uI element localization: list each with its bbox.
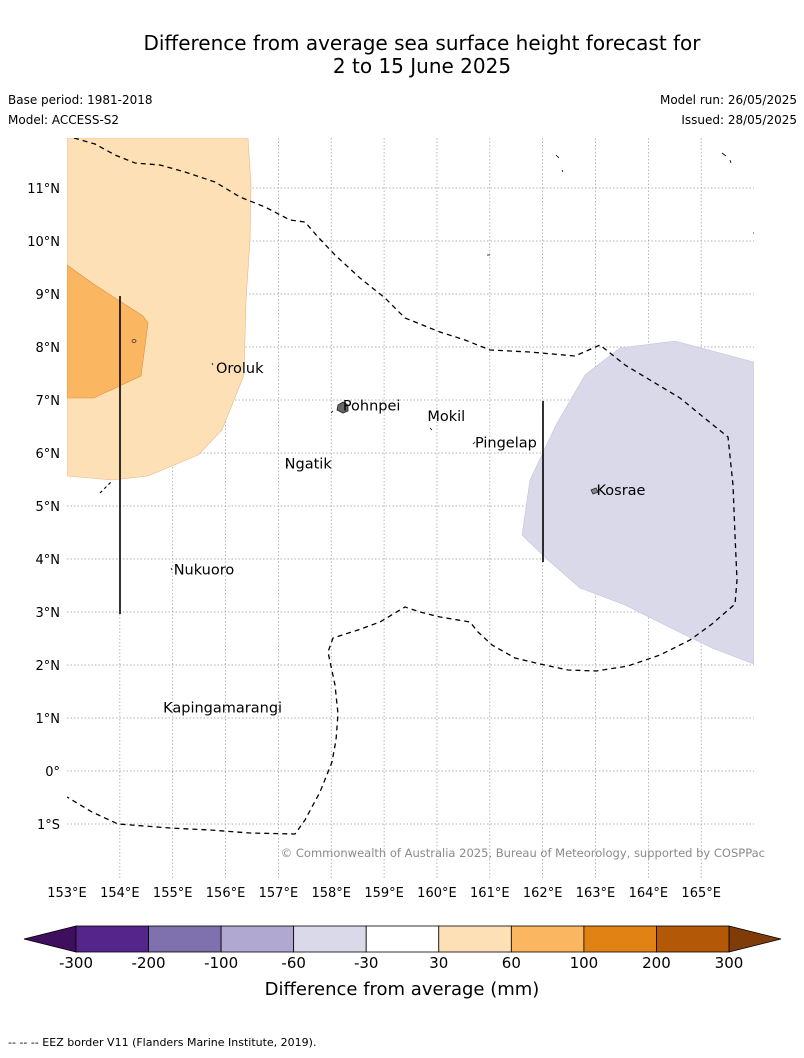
place-label-mokil: Mokil — [427, 409, 465, 425]
title-line-2: 2 to 15 June 2025 — [332, 54, 512, 78]
longitude-label: 163°E — [576, 886, 616, 901]
longitude-label: 159°E — [364, 886, 404, 901]
colorbar-swatch — [365, 925, 440, 953]
colorbar-tick-label: 100 — [570, 954, 599, 972]
island-kosrae — [590, 487, 599, 495]
colorbar-tick-label: -100 — [204, 954, 238, 972]
colorbar-swatch — [656, 925, 730, 953]
longitude-label: 158°E — [311, 886, 351, 901]
axis-labels: 153°E 154°E 155°E 156°E 157°E 158°E 159°E 160°E… — [27, 182, 721, 901]
colorbar-swatch — [510, 925, 585, 953]
colorbar-tick-label: 300 — [715, 954, 744, 972]
latitude-label: 6°N — [36, 447, 61, 462]
colorbar-swatch — [220, 925, 295, 953]
base-period: Base period: 1981-2018 — [8, 93, 153, 107]
latitude-label: 10°N — [27, 235, 60, 250]
eez-fragment — [99, 480, 113, 494]
colorbar-tick-label: -60 — [281, 954, 306, 972]
footer-eez-source: -- -- -- EEZ border V11 (Flanders Marine… — [8, 1036, 317, 1049]
colorbar-tick-label: 200 — [642, 954, 671, 972]
issued-date: Issued: 28/05/2025 — [681, 113, 797, 127]
anomaly-region-neg-30-60 — [521, 340, 754, 665]
longitude-label: 157°E — [259, 886, 299, 901]
island-pohnpei — [336, 401, 349, 414]
title-line-1: Difference from average sea surface heig… — [143, 31, 701, 55]
latitude-label: 11°N — [27, 182, 60, 197]
colorbar-tick-label: 60 — [502, 954, 521, 972]
latitude-label: 4°N — [36, 553, 61, 568]
latitude-label: 7°N — [36, 394, 61, 409]
colorbar-swatch — [75, 925, 149, 953]
latitude-label: 9°N — [36, 288, 61, 303]
longitude-label: 164°E — [629, 886, 669, 901]
longitude-label: 161°E — [470, 886, 510, 901]
model-name: Model: ACCESS-S2 — [8, 113, 120, 127]
colorbar-swatch — [148, 925, 222, 953]
latitude-label: 0° — [45, 765, 60, 780]
colorbar-tick-label: -300 — [59, 954, 93, 972]
latitude-label: 3°N — [36, 606, 61, 621]
longitude-label: 156°E — [206, 886, 246, 901]
colorbar-extend-high — [728, 925, 782, 953]
copyright-notice: © Commonwealth of Australia 2025, Bureau… — [281, 846, 765, 860]
longitude-label: 162°E — [523, 886, 563, 901]
place-label-pohnpei: Pohnpei — [343, 398, 401, 414]
colorbar: -300 -200 -100 -60 -30 30 60 100 200 300 — [23, 925, 782, 972]
place-label-oroluk: Oroluk — [216, 361, 264, 377]
longitude-label: 155°E — [153, 886, 193, 901]
colorbar-title: Difference from average (mm) — [264, 979, 540, 1000]
island-small — [131, 339, 137, 343]
colorbar-tick-label: 30 — [429, 954, 448, 972]
place-label-ngatik: Ngatik — [285, 457, 333, 473]
colorbar-tick-label: -30 — [354, 954, 379, 972]
latitude-label: 5°N — [36, 500, 61, 515]
colorbar-extend-low — [23, 925, 77, 953]
map-title: Difference from average sea surface heig… — [0, 32, 804, 78]
place-label-pingelap: Pingelap — [475, 435, 537, 451]
latitude-label: 2°N — [36, 659, 61, 674]
longitude-label: 165°E — [681, 886, 721, 901]
place-labels: Oroluk Pohnpei Mokil Pingelap Ngatik Kosrae Nu… — [163, 361, 645, 716]
place-label-kapingamarangi: Kapingamarangi — [163, 700, 282, 716]
colorbar-swatch — [438, 925, 512, 953]
longitude-label: 160°E — [417, 886, 457, 901]
anomaly-region-30-60 — [67, 138, 252, 481]
anomaly-region-60-100 — [67, 264, 149, 399]
place-label-nukuoro: Nukuoro — [174, 563, 235, 579]
place-label-kosrae: Kosrae — [597, 483, 646, 499]
eez-border — [67, 138, 738, 835]
latitude-label: 8°N — [36, 341, 61, 356]
colorbar-swatch — [293, 925, 367, 953]
islet-marks — [164, 152, 754, 709]
latitude-label: 1°N — [36, 712, 61, 727]
longitude-label: 153°E — [47, 886, 87, 901]
colorbar-swatch — [583, 925, 657, 953]
latitude-label: 1°S — [37, 818, 60, 833]
model-run: Model run: 26/05/2025 — [659, 93, 797, 107]
longitude-label: 154°E — [100, 886, 140, 901]
colorbar-tick-label: -200 — [132, 954, 166, 972]
